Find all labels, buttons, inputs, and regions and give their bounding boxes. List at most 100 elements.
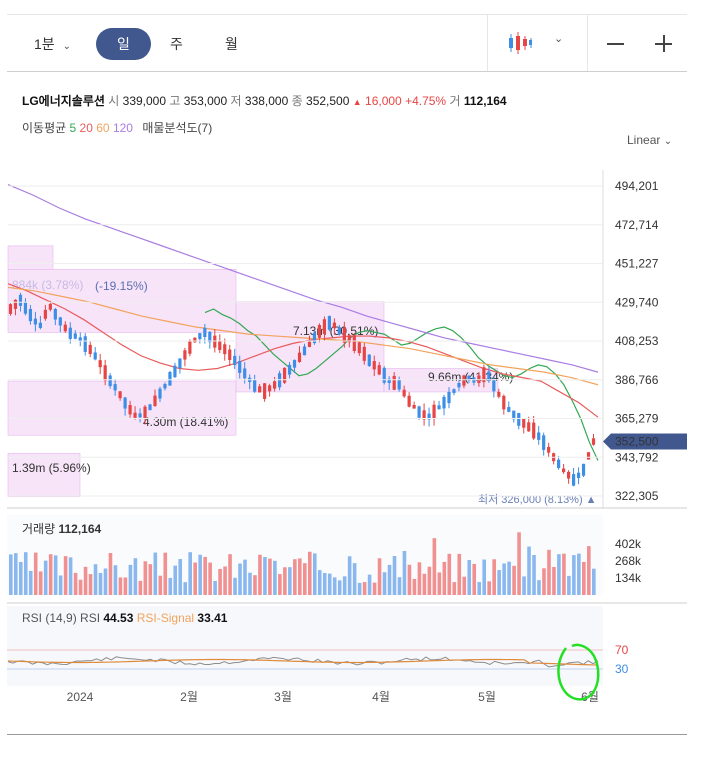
candlestick-icon[interactable]: [507, 31, 533, 55]
volume-bar: [592, 568, 596, 595]
tab-month[interactable]: 월: [225, 36, 238, 52]
stock-name: LG에너지솔루션: [22, 94, 105, 108]
candle-body: [502, 395, 506, 410]
volume-bar: [9, 554, 13, 595]
candle-body: [292, 359, 297, 368]
chart-style-chevron-icon[interactable]: ⌄: [554, 33, 564, 45]
candle-body: [452, 389, 456, 393]
volume-profile: 884k (3.78%)(-19.15%)4.30m (18.41%)7.13m…: [7, 245, 513, 497]
volume-bar: [88, 574, 93, 595]
plus-icon[interactable]: [655, 35, 672, 52]
volume-tick-label: 402k: [615, 537, 642, 551]
candle-body: [258, 386, 262, 393]
volume-bar: [233, 577, 237, 595]
volume-bar: [288, 567, 292, 595]
volume-bar: [582, 561, 586, 595]
candle-body: [517, 413, 521, 426]
y-tick-label: 429,740: [615, 295, 659, 309]
candle-body: [123, 397, 127, 409]
candle-body: [203, 327, 207, 338]
candle-body: [168, 372, 172, 386]
interval-minute-dropdown[interactable]: 1분 ⌄: [34, 34, 71, 54]
volume-tick-label: 134k: [615, 571, 642, 585]
volume-bar: [382, 572, 387, 595]
volume-bar: [183, 582, 188, 595]
quote-summary: LG에너지솔루션 시 339,000 고 353,000 저 338,000 종…: [22, 92, 507, 109]
volume-profile-label: 9.66m (41.34%): [428, 370, 513, 384]
candle-body: [317, 324, 322, 338]
volume-bar: [312, 553, 317, 595]
x-tick-label: 4월: [372, 690, 390, 704]
candle-body: [437, 405, 441, 410]
y-tick-label: 451,227: [615, 257, 659, 271]
candle-body: [576, 472, 581, 478]
volume-bar: [123, 577, 128, 595]
volume-bar: [467, 559, 472, 595]
change-value: ▲ 16,000 +4.75%: [352, 94, 447, 108]
volume-label: 거: [449, 94, 461, 108]
candle-body: [238, 361, 242, 373]
volume-bar: [243, 559, 247, 595]
volume-bar: [352, 563, 357, 595]
volume-bar: [412, 578, 417, 595]
volume-bar: [377, 558, 382, 595]
ma-line-120: [7, 184, 599, 373]
candle-body: [208, 331, 212, 343]
minus-icon[interactable]: [607, 43, 624, 45]
open-label: 시: [108, 94, 120, 108]
candle-body: [372, 361, 376, 370]
volume-bar: [78, 579, 83, 595]
candle-body: [33, 318, 38, 325]
volume-bar: [367, 574, 372, 595]
candle-body: [23, 301, 28, 314]
candle-body: [417, 406, 421, 418]
candle-body: [402, 389, 406, 397]
volume-bar: [103, 568, 108, 595]
candle-body: [243, 368, 247, 379]
candle-body: [118, 391, 122, 399]
candle-body: [357, 342, 361, 354]
volume-bar: [303, 563, 307, 595]
candle-body: [537, 432, 541, 440]
volume-bar: [497, 570, 501, 595]
scale-dropdown[interactable]: Linear ⌄: [627, 133, 673, 147]
ma-line-5: [204, 308, 599, 461]
volume-bar: [293, 559, 297, 595]
candle-body: [143, 406, 147, 419]
tab-day[interactable]: 일: [96, 28, 151, 60]
candle-body: [512, 410, 516, 420]
volume-bar: [572, 555, 576, 595]
volume-bar: [417, 562, 422, 595]
y-tick-label: 494,201: [615, 179, 659, 193]
candle-body: [148, 404, 152, 411]
volume-bar: [298, 558, 302, 595]
volume-bar: [342, 576, 347, 595]
candle-body: [571, 474, 576, 486]
rsi-level-30: 30: [615, 662, 629, 676]
volume-bar: [567, 575, 571, 595]
volume-bar: [387, 564, 392, 595]
ma60-label: 60: [96, 121, 110, 135]
candle-body: [522, 418, 526, 428]
volume-bar: [482, 559, 486, 595]
volume-bar: [452, 582, 457, 595]
rsi-panel: RSI (14,9) RSI 44.53 RSI-Signal 33.41 70 3…: [7, 606, 629, 686]
volume-bar: [113, 565, 118, 595]
volume-analysis-label: 매물분석도(7): [142, 121, 213, 135]
volume-bar: [168, 577, 173, 595]
candle-body: [88, 344, 92, 355]
candle-body: [497, 391, 501, 397]
volume-bar: [148, 564, 153, 595]
interval-minute-label: 1분: [34, 36, 55, 52]
candle-body: [213, 335, 217, 348]
candle-body: [507, 406, 511, 412]
candle-body: [18, 294, 23, 306]
y-tick-label: 472,714: [615, 218, 659, 232]
candle-body: [28, 309, 33, 322]
tab-week[interactable]: 주: [170, 36, 183, 52]
moving-average-legend[interactable]: 이동평균 5 20 60 120 매물분석도(7): [22, 119, 212, 136]
volume-title: 거래량 112,164: [22, 522, 102, 536]
candle-body: [113, 384, 117, 391]
ma-label: 이동평균: [22, 121, 67, 135]
